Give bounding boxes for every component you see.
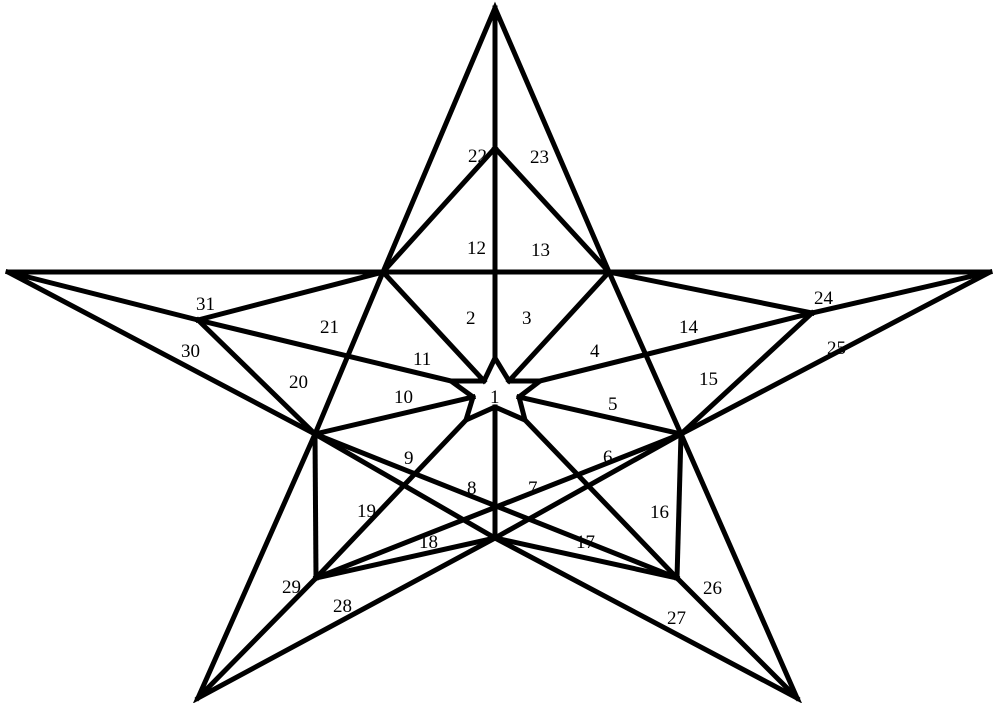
spoke-right [516, 394, 684, 437]
lower-left-arm-side [312, 431, 319, 581]
region-label-1: 1 [490, 387, 500, 408]
region-label-3: 3 [522, 308, 532, 329]
line-lower-left-inner [312, 416, 470, 582]
region-label-4: 4 [590, 341, 600, 362]
right-arm-top [606, 269, 815, 316]
region-label-30: 30 [181, 341, 200, 362]
left-arm-bottom [194, 316, 319, 438]
region-label-21: 21 [320, 317, 339, 338]
region-label-28: 28 [333, 596, 352, 617]
region-label-11: 11 [413, 349, 431, 370]
region-label-5: 5 [608, 394, 618, 415]
region-label-12: 12 [467, 238, 486, 259]
lower-right-arm-tip [673, 574, 801, 702]
lower-right-arm-base [492, 535, 680, 581]
top-arm-left [379, 144, 499, 276]
spoke-left [311, 393, 477, 438]
lower-left-arm-base [313, 535, 498, 581]
region-label-8: 8 [467, 478, 477, 499]
lower-right-arm-side [674, 431, 684, 581]
region-label-13: 13 [531, 240, 550, 261]
region-label-29: 29 [282, 577, 301, 598]
region-label-27: 27 [667, 608, 686, 629]
region-label-20: 20 [289, 372, 308, 393]
right-arm-bottom [677, 309, 816, 438]
region-label-26: 26 [703, 578, 722, 599]
region-label-23: 23 [530, 147, 549, 168]
region-label-25: 25 [827, 338, 846, 359]
region-label-17: 17 [576, 532, 595, 553]
region-label-16: 16 [650, 502, 669, 523]
region-label-24: 24 [814, 288, 834, 309]
region-label-14: 14 [679, 317, 699, 338]
left-arm-tip [4, 268, 202, 324]
region-label-22: 22 [468, 146, 487, 167]
lower-left-arm-tip [194, 574, 320, 702]
top-arm-right [491, 144, 613, 276]
spoke-upper-left [379, 268, 488, 385]
region-labels: 1 2 3 4 5 6 7 8 9 10 11 12 13 14 15 16 1… [181, 146, 846, 629]
region-label-18: 18 [419, 532, 438, 553]
line-right-inner [536, 309, 816, 385]
region-label-15: 15 [699, 369, 718, 390]
region-label-10: 10 [394, 387, 413, 408]
region-label-9: 9 [404, 448, 414, 469]
edges [4, 1, 993, 703]
region-label-2: 2 [466, 308, 476, 329]
diagonal-right-to-lower-left [312, 430, 685, 582]
region-label-19: 19 [357, 501, 376, 522]
left-arm-top [194, 268, 387, 324]
region-label-6: 6 [603, 447, 613, 468]
line-left-inner [194, 316, 455, 385]
region-label-7: 7 [528, 478, 538, 499]
spoke-upper-right [505, 268, 613, 385]
right-arm-tip [809, 269, 993, 316]
region-label-31: 31 [196, 294, 215, 315]
line-lower-right-inner [521, 416, 681, 582]
